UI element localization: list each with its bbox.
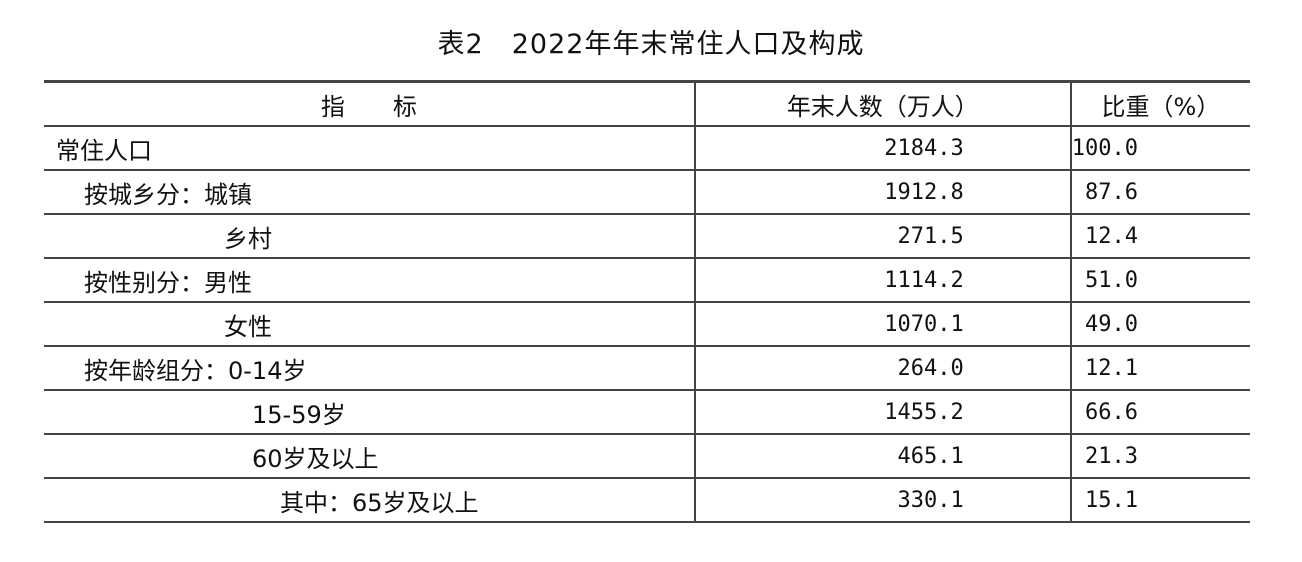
row-count: 1070.1 (694, 302, 1072, 347)
header-indicator: 指 标 (44, 80, 696, 127)
row-label: 按性别分：男性 (44, 258, 696, 303)
row-share: 15.1 (1070, 478, 1250, 523)
header-count: 年末人数（万人） (694, 80, 1072, 127)
row-share: 51.0 (1070, 258, 1250, 303)
header-share: 比重（%） (1070, 80, 1250, 127)
row-share: 100.0 (1070, 126, 1250, 171)
table-row: 15-59岁 1455.2 66.6 (44, 390, 1250, 435)
row-share: 12.4 (1070, 214, 1250, 259)
row-share: 12.1 (1070, 346, 1250, 391)
row-count: 2184.3 (694, 126, 1072, 171)
row-label: 常住人口 (44, 126, 696, 171)
row-label: 15-59岁 (44, 390, 696, 435)
row-count: 1114.2 (694, 258, 1072, 303)
row-share: 49.0 (1070, 302, 1250, 347)
row-count: 1455.2 (694, 390, 1072, 435)
row-count: 1912.8 (694, 170, 1072, 215)
row-label: 其中：65岁及以上 (44, 478, 696, 523)
table-row: 60岁及以上 465.1 21.3 (44, 434, 1250, 479)
table-row: 常住人口 2184.3 100.0 (44, 126, 1250, 171)
row-share: 87.6 (1070, 170, 1250, 215)
row-count: 330.1 (694, 478, 1072, 523)
row-count: 271.5 (694, 214, 1072, 259)
row-count: 264.0 (694, 346, 1072, 391)
table-row: 乡村 271.5 12.4 (44, 214, 1250, 259)
table-header-row: 指 标 年末人数（万人） 比重（%） (44, 80, 1250, 127)
table-title: 表2 2022年年末常住人口及构成 (437, 29, 865, 60)
row-share: 21.3 (1070, 434, 1250, 479)
table-row: 女性 1070.1 49.0 (44, 302, 1250, 347)
row-label: 按城乡分：城镇 (44, 170, 696, 215)
row-label: 乡村 (44, 214, 696, 259)
table-row: 按年龄组分：0-14岁 264.0 12.1 (44, 346, 1250, 391)
population-table: 指 标 年末人数（万人） 比重（%） 常住人口 2184.3 100.0 按城乡分… (44, 80, 1250, 523)
row-label: 按年龄组分：0-14岁 (44, 346, 696, 391)
table-row: 按城乡分：城镇 1912.8 87.6 (44, 170, 1250, 215)
row-count: 465.1 (694, 434, 1072, 479)
row-label: 女性 (44, 302, 696, 347)
row-label: 60岁及以上 (44, 434, 696, 479)
row-share: 66.6 (1070, 390, 1250, 435)
table-row: 其中：65岁及以上 330.1 15.1 (44, 478, 1250, 523)
table-row: 按性别分：男性 1114.2 51.0 (44, 258, 1250, 303)
